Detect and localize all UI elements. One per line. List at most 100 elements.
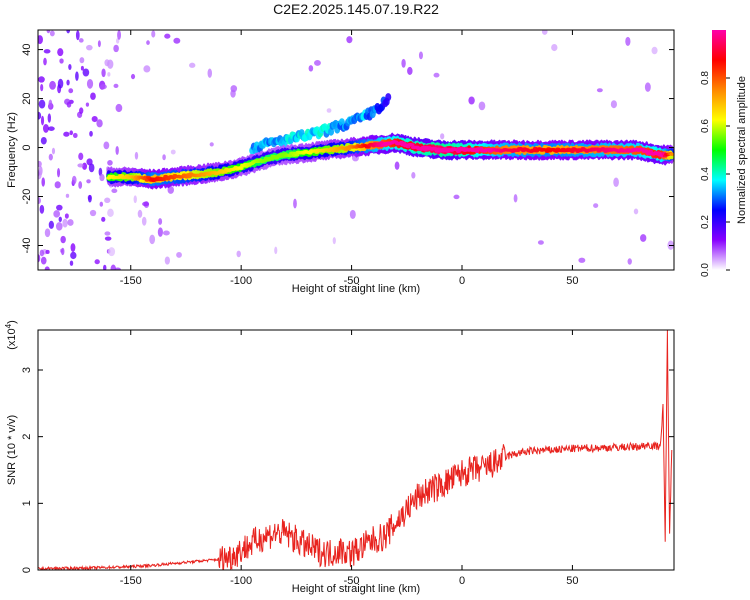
spectrogram-noise-cell: [627, 258, 632, 265]
spectrogram-noise-cell: [90, 92, 96, 100]
y-tick-label: 0: [21, 144, 33, 150]
spectrogram-noise-cell: [48, 153, 53, 161]
spectrogram-ridge-cell: [287, 154, 293, 158]
spectrogram-noise-cell: [78, 181, 83, 189]
x-tick-label: -150: [120, 575, 142, 587]
spectrogram-noise-cell: [137, 209, 143, 218]
snr-y-multiplier: (x104): [4, 320, 19, 350]
spectrogram-noise-cell: [38, 196, 41, 205]
spectrogram-noise-cell: [51, 147, 56, 155]
spectrogram-noise-cell: [157, 227, 163, 237]
spectrogram-noise-cell: [40, 115, 45, 126]
spectrogram-noise-cell: [176, 251, 182, 258]
spectrogram-noise-cell: [170, 149, 176, 155]
spectrogram-noise-cell: [44, 266, 50, 270]
spectrogram-noise-cell: [88, 163, 95, 173]
spectrogram-noise-cell: [115, 145, 119, 155]
spectrogram-noise-cell: [60, 247, 65, 256]
spectrogram-noise-cell: [167, 186, 175, 194]
spectrogram-noise-cell: [314, 59, 321, 66]
snr-x-ticks: -150 -100 -50 0 50: [120, 330, 579, 587]
spectrogram-noise-cell: [411, 171, 416, 179]
spectrogram-noise-cell: [99, 201, 104, 207]
spectrogram-noise-cell: [40, 136, 47, 145]
spectrogram-noise-cell: [418, 51, 423, 60]
spectrogram-noise-cell: [146, 40, 150, 45]
colorbar-tick-label: 0.6: [700, 119, 711, 133]
spectrogram-y-label: Frequency (Hz): [6, 112, 18, 188]
spectrogram-ridge-cell: [269, 157, 275, 161]
spectrogram-noise-cell: [578, 257, 586, 263]
spectrogram-noise-cell: [440, 133, 445, 140]
y-tick-label: 20: [21, 92, 33, 104]
spectrogram-noise-cell: [86, 79, 94, 89]
spectrogram-noise-cell: [89, 130, 93, 137]
spectrogram-noise-cell: [107, 72, 111, 77]
spectrogram-noise-cell: [39, 204, 45, 214]
x-tick-label: -50: [344, 575, 360, 587]
spectrogram-noise-cell: [45, 249, 50, 254]
spectrogram-noise-cell: [38, 76, 45, 83]
spectrogram-noise-cell: [49, 30, 55, 37]
x-tick-label: 50: [566, 275, 578, 287]
spectrogram-noise-cell: [640, 234, 647, 242]
spectrogram-noise-cell: [407, 66, 413, 75]
colorbar: 0.0 0.2 0.4 0.6 0.8 Normalized spectral ampl…: [700, 30, 748, 277]
spectrogram-noise-cell: [164, 256, 170, 265]
spectrogram-noise-cell: [71, 175, 77, 185]
spectrogram-noise-cell: [433, 72, 440, 78]
colorbar-ticks: 0.0 0.2 0.4 0.6 0.8: [700, 71, 730, 277]
colorbar-tick-label: 0.8: [700, 71, 711, 85]
spectrogram-noise-cell: [99, 84, 107, 90]
spectrogram-noise-cell: [104, 231, 111, 236]
spectrogram-noise-cell: [346, 36, 353, 44]
spectrogram-noise-cell: [141, 216, 147, 226]
spectrogram-noise-cell: [230, 85, 238, 93]
chart-title: C2E2.2025.145.07.19.R22: [273, 1, 439, 17]
spectrogram-noise-cell: [38, 99, 46, 109]
spectrogram-noise-cell: [625, 36, 631, 46]
spectrogram-noise-cell: [308, 65, 314, 72]
spectrogram-noise-cell: [89, 209, 97, 217]
spectrogram-noise-cell: [110, 264, 117, 270]
spectrogram-noise-cell: [97, 40, 101, 48]
spectrogram-noise-cell: [86, 44, 93, 51]
spectrogram-noise-cell: [55, 222, 63, 231]
colorbar-tick-label: 0.2: [700, 215, 711, 229]
spectrogram-noise-cell: [79, 57, 85, 64]
spectrogram-noise-cell: [478, 101, 486, 111]
spectrogram-noise-cell: [117, 30, 122, 40]
spectrogram-noise-cell: [38, 160, 42, 168]
spectrogram-ridge-cell: [294, 153, 300, 157]
x-tick-label: -150: [120, 275, 142, 287]
spectrogram-noise-cell: [332, 237, 336, 245]
spectrogram-noise-cell: [107, 159, 113, 166]
y-tick-label: 2: [21, 434, 33, 440]
spectrogram-noise-cell: [75, 71, 79, 81]
spectrogram-noise-cell: [94, 259, 100, 265]
spectrogram-noise-cell: [38, 111, 42, 120]
spectrogram-noise-cell: [633, 208, 639, 215]
spectrogram-ridge-cell: [669, 152, 674, 157]
snr-y-label: SNR (10 * v/v): [6, 415, 18, 485]
spectrogram-noise-cell: [39, 249, 45, 257]
spectrogram-noise-cell: [453, 194, 460, 200]
spectrogram-noise-cell: [69, 260, 74, 266]
spectrogram-noise-cell: [72, 132, 78, 139]
snr-panel: -150 -100 -50 0 50 0 1 2 3 Height of straight l…: [4, 320, 675, 595]
spectrogram-noise-cell: [99, 173, 105, 182]
spectrogram-noise-cell: [115, 103, 123, 113]
spectrogram-noise-cell: [60, 235, 66, 244]
spectrogram-noise-cell: [70, 251, 77, 260]
spectrogram-noise-cell: [70, 243, 76, 252]
spectrogram-noise-cell: [68, 88, 74, 94]
spectrogram-noise-cell: [541, 30, 548, 35]
spectrogram-noise-cell: [593, 203, 599, 208]
spectrogram-noise-cell: [65, 193, 70, 198]
spectrogram-noise-cell: [513, 194, 518, 203]
spectrogram-noise-cell: [107, 59, 114, 69]
spectrogram-panel: -150 -100 -50 0 50 -40 -20 0 20 40 Height of str…: [6, 29, 675, 295]
spectrogram-noise-cell: [164, 33, 171, 39]
x-tick-label: -100: [230, 575, 252, 587]
